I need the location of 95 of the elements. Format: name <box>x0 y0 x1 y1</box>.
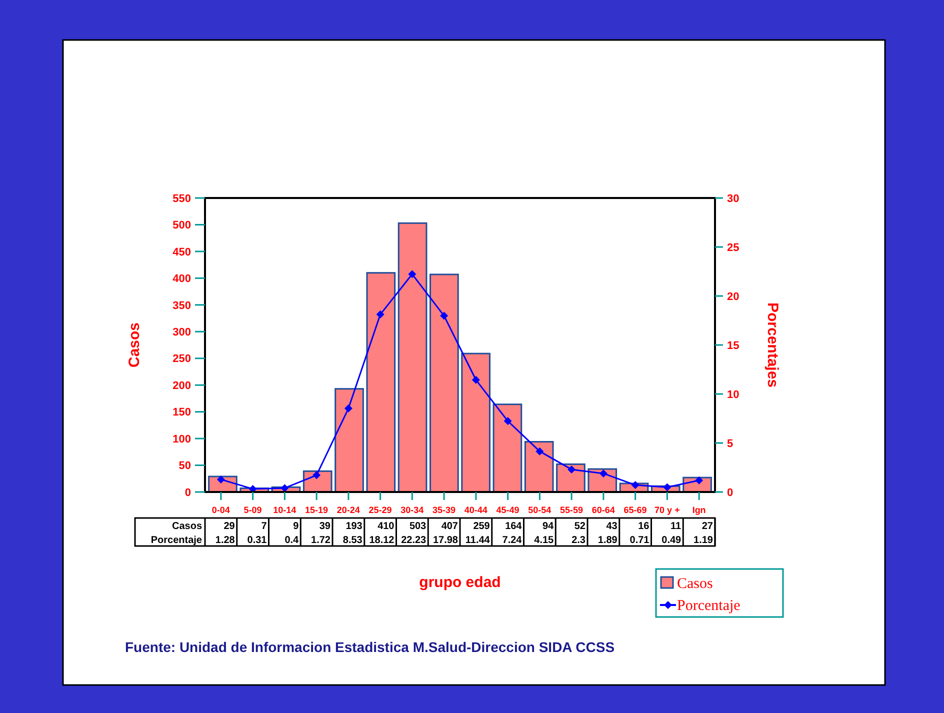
data-label: 27 <box>702 521 714 532</box>
point <box>504 417 512 426</box>
data-label: 410 <box>378 521 395 532</box>
bar <box>366 272 396 493</box>
y-tick-label: 100 <box>172 433 191 446</box>
text: Casos <box>172 521 202 532</box>
bar <box>524 441 554 493</box>
y-axis-title: Casos <box>126 322 143 368</box>
y-tick-label: 500 <box>172 220 191 232</box>
data-label: 7 <box>261 521 268 532</box>
y2-tick-label: 30 <box>727 192 740 205</box>
y2-tick-label: 25 <box>727 242 740 254</box>
bar <box>492 404 522 493</box>
data-label: 0.4 <box>284 535 300 546</box>
y2-tick-label: 5 <box>727 438 734 450</box>
data-label: 0.49 <box>662 535 682 546</box>
y-tick-label: 300 <box>172 326 191 338</box>
x-tick-label: 20-24 <box>336 505 360 515</box>
bar <box>556 463 586 493</box>
data-label: 17.98 <box>432 535 458 546</box>
bar <box>334 388 364 493</box>
point <box>344 404 352 412</box>
y-tick-label: 450 <box>172 246 191 258</box>
point <box>408 270 416 278</box>
data-label: 1.19 <box>694 535 714 546</box>
y-tick-label: 350 <box>172 300 191 312</box>
data-label: 2.3 <box>572 535 586 546</box>
data-label: 18.12 <box>369 535 395 546</box>
x-tick-label: 60-64 <box>592 505 615 515</box>
x-tick-label: 40-44 <box>464 505 488 515</box>
x-tick-label: 0-04 <box>212 505 230 515</box>
source-note: Fuente: Unidad de Informacion Estadistica M.Salud-Direccion SIDA CCSS <box>125 639 615 655</box>
x-tick-label: 55-59 <box>560 505 584 515</box>
data-label: 4.15 <box>534 535 554 546</box>
data-label: 39 <box>319 521 331 532</box>
bar <box>430 274 459 493</box>
legend-label: Casos <box>677 576 713 592</box>
y2-tick-label: 0 <box>727 486 734 499</box>
point <box>599 469 608 478</box>
point <box>312 471 321 480</box>
data-label: 193 <box>346 521 363 532</box>
y2-tick-label: 10 <box>727 388 740 401</box>
bar <box>398 222 428 493</box>
data-label: 7.24 <box>502 535 522 546</box>
data-label: 11 <box>670 521 682 532</box>
data-label: 94 <box>542 521 554 532</box>
data-label: 1.72 <box>311 535 331 546</box>
y-tick-label: 550 <box>172 192 191 205</box>
data-label: 22.23 <box>401 535 427 546</box>
data-label: 1.89 <box>598 535 618 546</box>
y-tick-label: 0 <box>184 486 191 499</box>
x-tick-label: Ign <box>692 505 706 515</box>
data-label: 11.44 <box>465 535 490 546</box>
x-axis-title: grupo edad <box>419 574 501 591</box>
x-tick-label: 45-49 <box>496 505 520 515</box>
y-tick-label: 50 <box>178 460 191 472</box>
data-label: 0.71 <box>630 535 650 546</box>
y2-axis-title: Porcentajes <box>764 302 781 388</box>
point <box>472 376 480 384</box>
data-label: 503 <box>409 521 427 532</box>
point <box>631 481 640 490</box>
data-label: 9 <box>293 521 300 532</box>
data-label: 259 <box>473 521 490 532</box>
y-tick-label: 150 <box>172 406 191 419</box>
point <box>663 483 672 492</box>
y-tick-label: 400 <box>172 273 191 286</box>
data-label: 52 <box>574 521 586 532</box>
data-label: 8.53 <box>342 535 363 546</box>
x-tick-label: 5-09 <box>244 505 262 515</box>
point <box>376 310 384 318</box>
y2-tick-label: 20 <box>727 290 740 303</box>
y-tick-label: 200 <box>172 380 191 392</box>
data-label: 1.28 <box>215 535 236 546</box>
data-label: 43 <box>606 521 618 532</box>
data-label: 29 <box>224 521 236 532</box>
bar <box>461 352 490 493</box>
x-tick-label: 30-34 <box>400 505 424 515</box>
point <box>536 447 544 456</box>
x-tick-label: 50-54 <box>528 505 552 515</box>
text: Porcentaje <box>150 535 202 546</box>
x-tick-label: 15-19 <box>305 505 328 515</box>
legend-label: Porcentaje <box>677 598 741 614</box>
y2-tick-label: 15 <box>727 340 740 352</box>
x-tick-label: 25-29 <box>368 505 392 515</box>
point <box>568 465 576 474</box>
data-label: 16 <box>638 521 650 532</box>
data-label: 407 <box>441 521 458 532</box>
y-tick-label: 250 <box>172 353 191 366</box>
x-tick-label: 10-14 <box>273 505 296 515</box>
x-tick-label: 65-69 <box>624 505 647 515</box>
data-label: 0.31 <box>247 535 268 546</box>
data-label: 164 <box>505 521 522 532</box>
x-tick-label: 35-39 <box>432 505 456 515</box>
x-tick-label: 70 y + <box>654 505 680 515</box>
point <box>440 312 448 320</box>
